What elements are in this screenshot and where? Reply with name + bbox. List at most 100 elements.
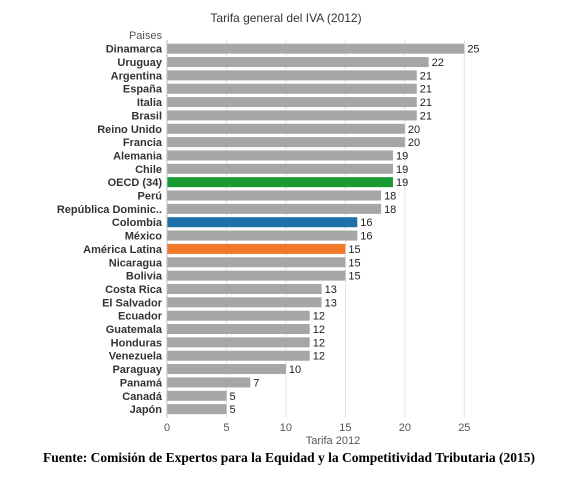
value-label: 18 [384,204,396,216]
bar [167,297,322,308]
value-label: 13 [325,297,337,309]
bar [167,310,310,321]
category-label: Uruguay [117,57,163,69]
bar [167,97,417,108]
bar [167,324,310,335]
category-label: América Latina [83,244,163,256]
bar [167,283,322,294]
value-label: 7 [253,377,259,389]
value-label: 21 [420,97,432,109]
category-header: Paises [129,30,163,42]
x-tick-label: 5 [223,422,229,434]
x-axis-label: Tarifa 2012 [306,435,360,447]
category-label: Bolivia [126,271,163,283]
bars [167,43,465,415]
x-tick-label: 25 [458,422,470,434]
value-label: 25 [467,44,479,56]
bar [167,230,358,241]
bar [167,377,251,388]
bar [167,404,227,415]
value-label: 10 [289,364,301,376]
category-label: Argentina [111,70,163,82]
x-tick-label: 20 [399,422,411,434]
bar [167,270,346,281]
bar [167,163,393,174]
value-label: 18 [384,191,396,203]
category-label: Dinamarca [106,44,163,56]
category-label: Brasil [131,110,162,122]
value-label: 22 [432,57,444,69]
value-label: 21 [420,84,432,96]
bar [167,110,417,121]
category-label: España [123,84,163,96]
bar [167,177,393,188]
x-tick-label: 15 [339,422,351,434]
chart-container: Tarifa general del IVA (2012) Paises Din… [57,11,480,447]
value-label: 5 [229,391,235,403]
category-label: Canadá [122,391,163,403]
bar [167,137,405,148]
category-label: Japón [130,404,163,416]
bar [167,243,346,254]
value-label: 5 [229,404,235,416]
x-axis: 0 5 10 15 20 25 [164,40,470,434]
bar [167,43,465,54]
category-label: Chile [135,164,162,176]
category-label: Perú [138,191,162,203]
value-label: 19 [396,150,408,162]
bar [167,364,286,375]
value-label: 15 [348,257,360,269]
value-label: 15 [348,271,360,283]
source-note: Fuente: Comisión de Expertos para la Equ… [43,450,535,465]
bar [167,190,382,201]
category-label: México [125,231,163,243]
category-label: El Salvador [102,297,163,309]
value-label: 20 [408,124,420,136]
bar [167,70,417,81]
category-label: Paraguay [112,364,162,376]
category-label: Reino Unido [97,124,162,136]
category-label: OECD (34) [108,177,163,189]
category-label: Ecuador [118,311,163,323]
value-label: 12 [313,311,325,323]
value-label: 20 [408,137,420,149]
category-label: Alemania [113,150,163,162]
value-label: 16 [360,231,372,243]
bar [167,57,429,68]
bar-chart: Tarifa general del IVA (2012) Paises Din… [57,11,480,447]
value-label: 19 [396,177,408,189]
bar [167,337,310,348]
bar [167,350,310,361]
bar [167,257,346,268]
category-label: Guatemala [106,324,163,336]
chart-title: Tarifa general del IVA (2012) [210,11,361,25]
category-label: Francia [123,137,163,149]
bar [167,390,227,401]
category-label: Honduras [111,337,162,349]
bar [167,203,382,214]
category-label: Nicaragua [109,257,163,269]
value-label: 13 [325,284,337,296]
category-label: Panamá [120,377,163,389]
value-label: 21 [420,110,432,122]
bar [167,83,417,94]
bar [167,217,358,228]
bar [167,123,405,134]
value-label: 21 [420,70,432,82]
category-label: Costa Rica [105,284,163,296]
value-label: 12 [313,351,325,363]
category-label: Venezuela [109,351,163,363]
x-tick-label: 0 [164,422,170,434]
value-label: 16 [360,217,372,229]
value-label: 15 [348,244,360,256]
bar [167,150,393,161]
category-label: República Dominic.. [57,204,162,216]
category-label: Italia [137,97,163,109]
value-label: 19 [396,164,408,176]
value-label: 12 [313,324,325,336]
value-label: 12 [313,337,325,349]
category-label: Colombia [112,217,163,229]
x-tick-label: 10 [280,422,292,434]
value-labels: 2522212121212020191919181816161515151313… [229,44,479,416]
